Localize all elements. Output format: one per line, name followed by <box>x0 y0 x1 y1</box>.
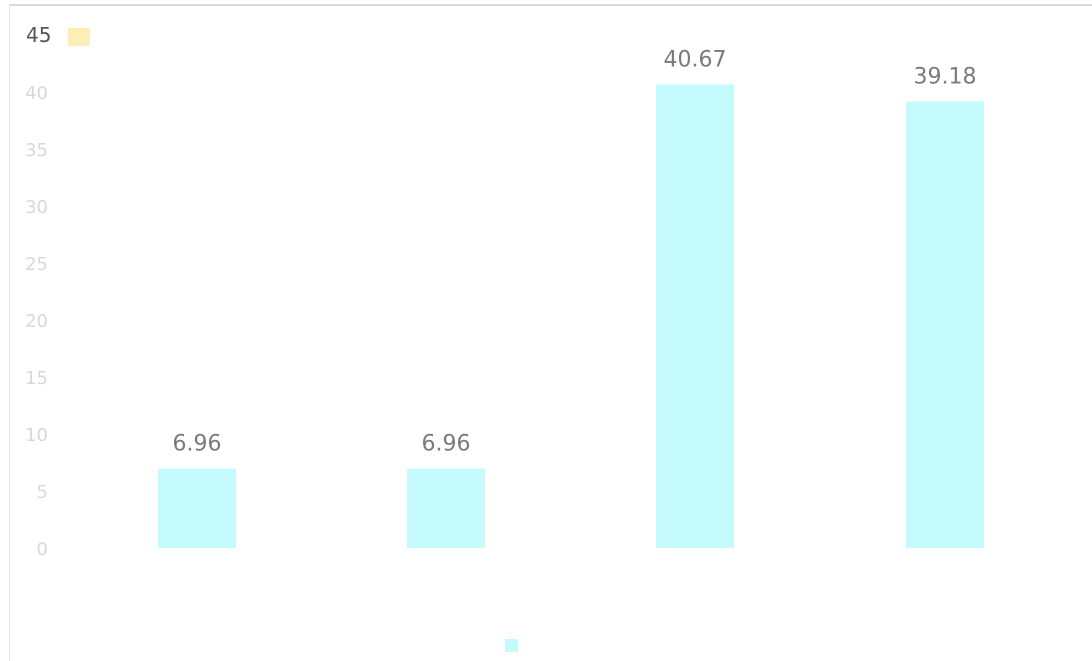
y-tick-label: 40 <box>25 83 48 104</box>
y-tick-label: 45 <box>26 23 51 47</box>
y-tick-label: 5 <box>37 482 48 503</box>
bar <box>656 84 734 548</box>
data-label: 6.96 <box>173 432 222 457</box>
y-tick-label: 0 <box>37 539 48 560</box>
data-labels: 6.96 6.96 40.67 39.18 <box>173 47 977 456</box>
bar <box>158 468 236 548</box>
y-tick-label: 20 <box>25 311 48 332</box>
y-tick-label: 15 <box>25 368 48 389</box>
y-tick-label: 10 <box>25 425 48 446</box>
data-label: 39.18 <box>914 64 977 89</box>
bar <box>407 468 485 548</box>
y-tick-label: 30 <box>25 197 48 218</box>
data-label: 6.96 <box>422 432 471 457</box>
bar <box>906 101 984 549</box>
chart-frame <box>9 4 1092 661</box>
legend <box>505 639 518 652</box>
y-tick-label: 35 <box>25 140 48 161</box>
legend-swatch <box>505 639 518 652</box>
y-axis: 0 5 10 15 20 25 30 35 40 45 <box>25 23 51 560</box>
bars <box>158 84 984 549</box>
y-tick-label: 25 <box>25 254 48 275</box>
top-tick-marker <box>68 28 90 46</box>
data-label: 40.67 <box>664 47 727 72</box>
